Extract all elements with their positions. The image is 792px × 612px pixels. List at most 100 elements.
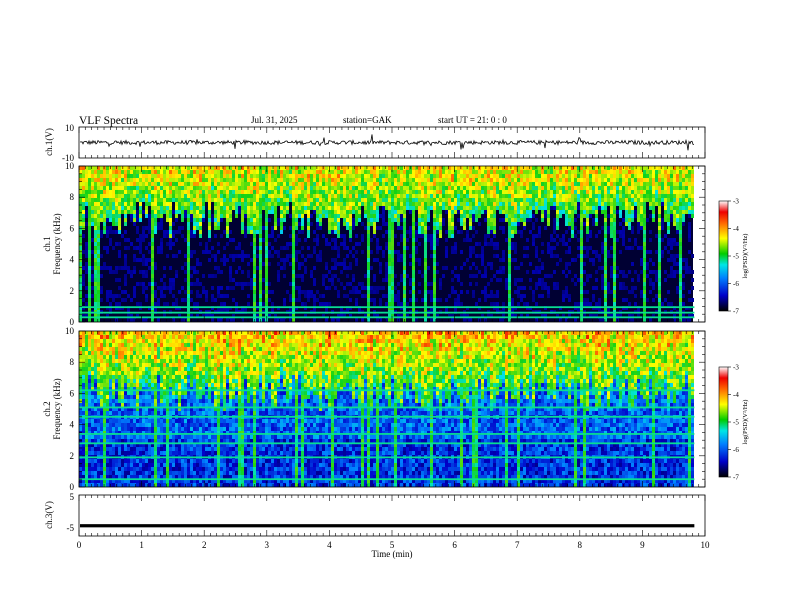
spectrogram-cell [139, 214, 142, 218]
spectrogram-cell [610, 198, 613, 202]
spectrogram-cell [355, 210, 358, 214]
spectrogram-cell [508, 262, 511, 266]
station-label: station=GAK [343, 115, 392, 125]
spectrogram-cell [496, 202, 499, 206]
spectrogram-cell [349, 190, 352, 194]
spectrogram-cell [166, 194, 169, 198]
spectrogram-cell [277, 254, 280, 258]
spectrogram-cell [643, 290, 646, 294]
spectrogram-cell [196, 194, 199, 198]
spectrogram-cell [628, 218, 631, 222]
spectrogram-cell [388, 222, 391, 226]
spectrogram-cell [214, 210, 217, 214]
spectrogram-cell [247, 254, 250, 258]
spectrogram-cell [511, 166, 514, 170]
spectrogram-cell [565, 222, 568, 226]
spectrogram-cell [466, 234, 469, 238]
spectrogram-cell [109, 238, 112, 242]
spectrogram-cell [376, 242, 379, 246]
spectrogram-cell [334, 186, 337, 190]
spectrogram-cell [286, 178, 289, 182]
spectrogram-cell [88, 234, 91, 238]
spectrogram-cell [466, 190, 469, 194]
spectrogram-cell [499, 190, 502, 194]
spectrogram-cell [424, 238, 427, 242]
spectrogram-cell [400, 190, 403, 194]
spectrogram-cell [352, 246, 355, 250]
spectrogram-cell [484, 266, 487, 270]
spectrogram-cell [118, 286, 121, 290]
spectrogram-cell [376, 194, 379, 198]
spectrogram-cell [391, 286, 394, 290]
spectrogram-cell [106, 294, 109, 298]
spectrogram-cell [667, 166, 670, 170]
spectrogram-cell [484, 270, 487, 274]
spectrogram-cell [430, 290, 433, 294]
spectrogram-cell [139, 194, 142, 198]
spectrogram-cell [343, 202, 346, 206]
spectrogram-cell [472, 226, 475, 230]
spectrogram-cell [604, 222, 607, 226]
spectrogram-cell [298, 214, 301, 218]
spectrogram-cell [427, 282, 430, 286]
spectrogram-cell [523, 214, 526, 218]
spectrogram-cell [253, 278, 256, 282]
spectrogram-cell [100, 290, 103, 294]
spectrogram-cell [610, 290, 613, 294]
spectrogram-cell [232, 174, 235, 178]
spectrogram-cell [637, 206, 640, 210]
spectrogram-cell [610, 194, 613, 198]
spectrogram-cell [127, 182, 130, 186]
spectrogram-cell [244, 202, 247, 206]
spectrogram-cell [346, 170, 349, 174]
spectrogram-cell [310, 254, 313, 258]
spectrogram-cell [82, 314, 85, 318]
spectrogram-cell [271, 202, 274, 206]
spectrogram-cell [643, 178, 646, 182]
spectrogram-cell [94, 186, 97, 190]
spectrogram-cell [571, 226, 574, 230]
spectrogram-cell [556, 202, 559, 206]
spectrogram-cell [643, 210, 646, 214]
spectrogram-cell [88, 222, 91, 226]
spectrogram-cell [631, 290, 634, 294]
spectrogram-cell [394, 198, 397, 202]
spectrogram-cell [265, 298, 268, 302]
spectrogram-cell [466, 230, 469, 234]
spectrogram-cell [565, 262, 568, 266]
spectrogram-cell [556, 314, 559, 318]
spectrogram-cell [340, 198, 343, 202]
spectrogram-cell [511, 298, 514, 302]
spectrogram-cell [346, 206, 349, 210]
spectrogram-cell [253, 290, 256, 294]
spectrogram-cell [274, 318, 277, 322]
spectrogram-cell [454, 182, 457, 186]
spectrogram-cell [514, 218, 517, 222]
spectrogram-cell [175, 174, 178, 178]
spectrogram-cell [328, 174, 331, 178]
spectrogram-cell [211, 274, 214, 278]
spectrogram-cell [628, 314, 631, 318]
spectrogram-cell [322, 166, 325, 170]
spectrogram-cell [460, 174, 463, 178]
spectrogram-cell [469, 266, 472, 270]
spectrogram-cell [277, 186, 280, 190]
spectrogram-cell [436, 230, 439, 234]
spectrogram-cell [478, 198, 481, 202]
spectrogram-cell [604, 182, 607, 186]
spectrogram-cell [136, 246, 139, 250]
spectrogram-cell [445, 298, 448, 302]
spectrogram-cell [97, 274, 100, 278]
spectrogram-cell [145, 166, 148, 170]
spectrogram-cell [460, 230, 463, 234]
spectrogram-cell [643, 246, 646, 250]
spectrogram-cell [244, 178, 247, 182]
spectrogram-cell [577, 278, 580, 282]
spectrogram-cell [391, 230, 394, 234]
spectrogram-cell [361, 186, 364, 190]
spectrogram-cell [100, 186, 103, 190]
spectrogram-cell [508, 190, 511, 194]
spectrogram-cell [376, 250, 379, 254]
spectrogram-cell [181, 198, 184, 202]
spectrogram-cell [247, 170, 250, 174]
